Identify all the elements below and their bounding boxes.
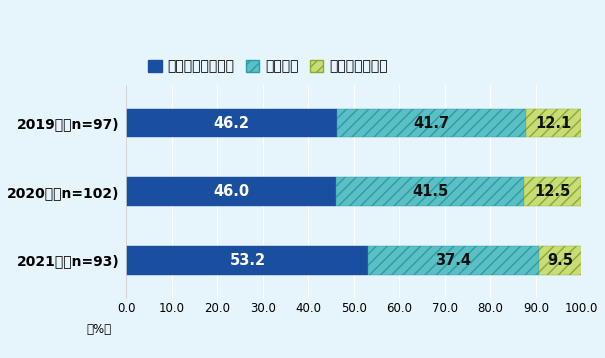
Bar [126,109,336,137]
Bar [126,246,368,275]
Text: 9.5: 9.5 [547,253,573,268]
Text: 12.1: 12.1 [535,116,572,131]
Text: 12.5: 12.5 [535,184,571,199]
Text: 41.7: 41.7 [413,116,450,131]
X-axis label: （%）: （%） [87,323,112,336]
Legend: 現地進出日系企業, 地場企業, その他外資企業: 現地進出日系企業, 地場企業, その他外資企業 [142,54,393,79]
Text: 41.5: 41.5 [412,184,448,199]
Bar [538,246,582,275]
Text: 53.2: 53.2 [229,253,266,268]
Text: 46.2: 46.2 [214,116,249,131]
Bar [336,177,525,206]
Text: 37.4: 37.4 [436,253,471,268]
Text: 46.0: 46.0 [213,184,249,199]
Bar [336,109,526,137]
Bar [126,177,336,206]
Bar [368,246,538,275]
Bar [526,109,581,137]
Bar [525,177,581,206]
